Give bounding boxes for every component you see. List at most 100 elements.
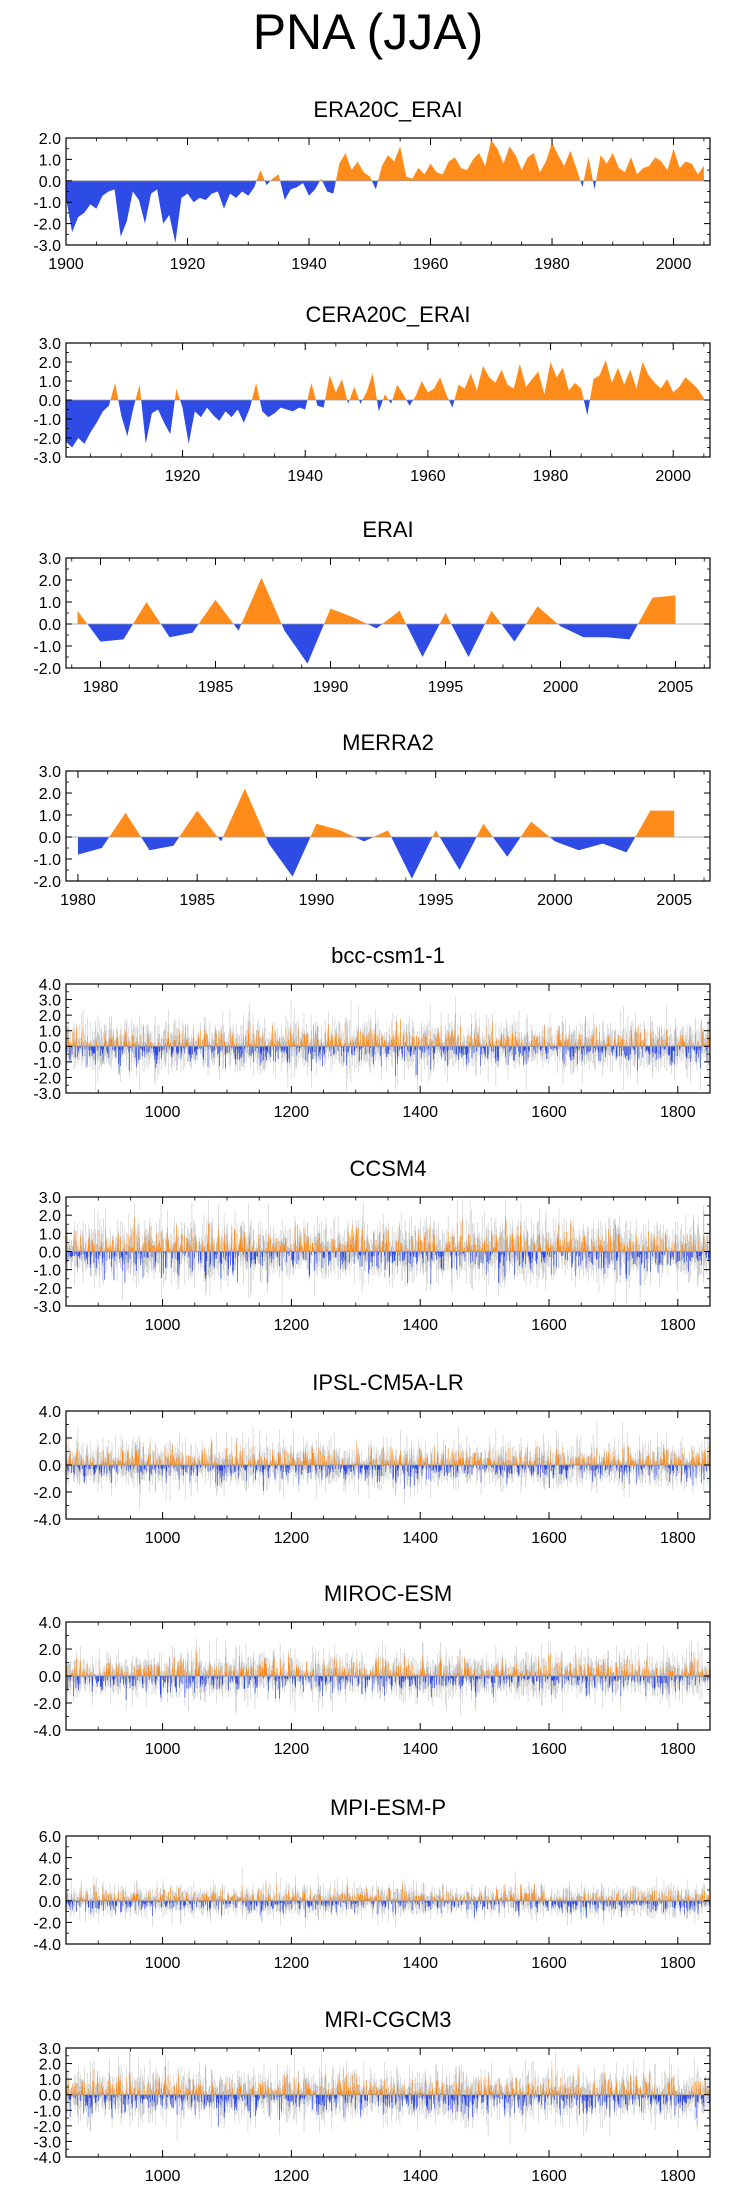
x-tick-label: 1980 xyxy=(60,892,96,909)
y-tick-label: 3.0 xyxy=(39,993,61,1010)
x-tick-label: 1985 xyxy=(179,892,215,909)
y-tick-label: -1.0 xyxy=(33,1263,61,1280)
x-tick-label: 1990 xyxy=(299,892,335,909)
y-tick-label: 2.0 xyxy=(39,1431,61,1448)
y-tick-label: 2.0 xyxy=(39,786,61,803)
y-tick-label: -3.0 xyxy=(33,1086,61,1103)
plot-frame xyxy=(65,770,711,882)
x-tick-label: 2000 xyxy=(655,468,691,485)
x-tick-label: 1200 xyxy=(274,1317,310,1334)
x-tick-label: 1400 xyxy=(402,1317,438,1334)
y-tick-label: 4.0 xyxy=(39,1404,61,1421)
negative-area-series xyxy=(66,400,704,448)
y-tick-label: -2.0 xyxy=(33,2119,61,2136)
y-tick-label: -3.0 xyxy=(33,450,61,467)
x-tick-label: 2005 xyxy=(658,679,694,696)
y-tick-label: 0.0 xyxy=(39,1245,61,1262)
negative-area-series xyxy=(66,180,704,243)
x-tick-label: 1800 xyxy=(660,1741,696,1758)
y-tick-label: 1.0 xyxy=(39,808,61,825)
chart-title: MRI-CGCM3 xyxy=(324,2007,451,2032)
y-tick-label: 3.0 xyxy=(39,2041,61,2058)
y-tick-label: 3.0 xyxy=(39,764,61,781)
x-tick-label: 1960 xyxy=(410,468,446,485)
x-tick-label: 1400 xyxy=(402,1530,438,1547)
chart-data-area xyxy=(66,140,704,243)
x-tick-label: 1200 xyxy=(274,2168,310,2185)
y-tick-label: 0.0 xyxy=(39,2088,61,2105)
x-tick-label: 1940 xyxy=(291,256,327,273)
x-tick-label: 1800 xyxy=(660,1955,696,1972)
negative-bars xyxy=(66,1251,710,1286)
y-tick-label: -2.0 xyxy=(33,1070,61,1087)
x-tick-label: 2005 xyxy=(656,892,692,909)
x-tick-label: 1200 xyxy=(274,1104,310,1121)
x-tick-label: 1995 xyxy=(428,679,464,696)
x-tick-label: 1000 xyxy=(145,1955,181,1972)
y-tick-label: -2.0 xyxy=(33,217,61,234)
chart-panel-8: MIROC-ESM 4.0 2.0 0.0 -2.0 -4.0 1000 1200 1400 16… xyxy=(33,1581,711,1758)
x-tick-label: 1000 xyxy=(145,2168,181,2185)
x-tick-label: 1940 xyxy=(287,468,323,485)
chart-panel-3: ERAI 3.0 2.0 1.0 0.0 -1.0 -2.0 1980 1985 1990 1995… xyxy=(33,517,711,696)
y-tick-label: -2.0 xyxy=(33,1915,61,1932)
x-tick-label: 1800 xyxy=(660,1104,696,1121)
x-tick-label: 1600 xyxy=(531,1530,567,1547)
y-tick-label: 0.0 xyxy=(39,830,61,847)
plot-frame xyxy=(65,1835,711,1945)
chart-title: CERA20C_ERAI xyxy=(305,302,470,327)
plot-frame xyxy=(65,983,711,1094)
y-tick-label: 1.0 xyxy=(39,152,61,169)
x-tick-label: 1920 xyxy=(165,468,201,485)
y-tick-label: 4.0 xyxy=(39,977,61,994)
chart-data-area xyxy=(77,788,675,879)
x-tick-label: 2000 xyxy=(537,892,573,909)
chart-data-area xyxy=(66,2050,710,2146)
x-tick-label: 1000 xyxy=(145,1530,181,1547)
y-tick-label: -2.0 xyxy=(33,1281,61,1298)
positive-area-series xyxy=(66,360,704,400)
x-tick-label: 1400 xyxy=(402,1104,438,1121)
chart-panel-6: CCSM4 3.02.01.0 0.0-1.0-2.0-3.0 1000 1200 140… xyxy=(33,1156,711,1334)
x-tick-label: 1980 xyxy=(534,256,570,273)
y-tick-label: 2.0 xyxy=(39,1642,61,1659)
y-tick-label: -4.0 xyxy=(33,1937,61,1954)
y-tick-label: 2.0 xyxy=(39,1872,61,1889)
y-tick-label: -4.0 xyxy=(33,1512,61,1529)
x-tick-label: 1000 xyxy=(145,1317,181,1334)
x-tick-label: 1200 xyxy=(274,1741,310,1758)
ensemble-spread xyxy=(66,996,710,1091)
negative-area-series xyxy=(77,624,676,664)
y-tick-label: 0.0 xyxy=(39,174,61,191)
x-tick-label: 1800 xyxy=(660,1530,696,1547)
y-tick-label: -1.0 xyxy=(33,1055,61,1072)
chart-title: MERRA2 xyxy=(342,730,434,755)
y-tick-label: -1.0 xyxy=(33,852,61,869)
x-tick-label: 2000 xyxy=(543,679,579,696)
y-tick-label: 0.0 xyxy=(39,1894,61,1911)
x-tick-label: 1400 xyxy=(402,1741,438,1758)
x-tick-label: 1200 xyxy=(274,1530,310,1547)
chart-title: bcc-csm1-1 xyxy=(331,943,445,968)
positive-area-series xyxy=(77,577,676,624)
y-tick-label: 2.0 xyxy=(39,1208,61,1225)
x-tick-label: 1920 xyxy=(170,256,206,273)
y-tick-label: 1.0 xyxy=(39,1226,61,1243)
y-tick-label: -2.0 xyxy=(33,661,61,678)
y-tick-label: -2.0 xyxy=(33,1485,61,1502)
y-tick-label: -1.0 xyxy=(33,412,61,429)
y-tick-label: 4.0 xyxy=(39,1851,61,1868)
negative-bars xyxy=(67,1676,710,1700)
x-tick-label: 1800 xyxy=(660,2168,696,2185)
y-tick-label: 3.0 xyxy=(39,336,61,353)
x-tick-label: 1000 xyxy=(145,1104,181,1121)
x-tick-label: 1600 xyxy=(531,1317,567,1334)
y-tick-label: -2.0 xyxy=(33,874,61,891)
page-title: PNA (JJA) xyxy=(252,4,484,60)
chart-panel-2: CERA20C_ERAI 3.0 2.0 1.0 0.0 -1.0 -2.0 -3.0 1920… xyxy=(33,302,711,485)
x-tick-label: 1995 xyxy=(418,892,454,909)
y-tick-label: 2.0 xyxy=(39,131,61,148)
y-tick-label: -3.0 xyxy=(33,2134,61,2151)
chart-data-area xyxy=(66,1638,710,1716)
